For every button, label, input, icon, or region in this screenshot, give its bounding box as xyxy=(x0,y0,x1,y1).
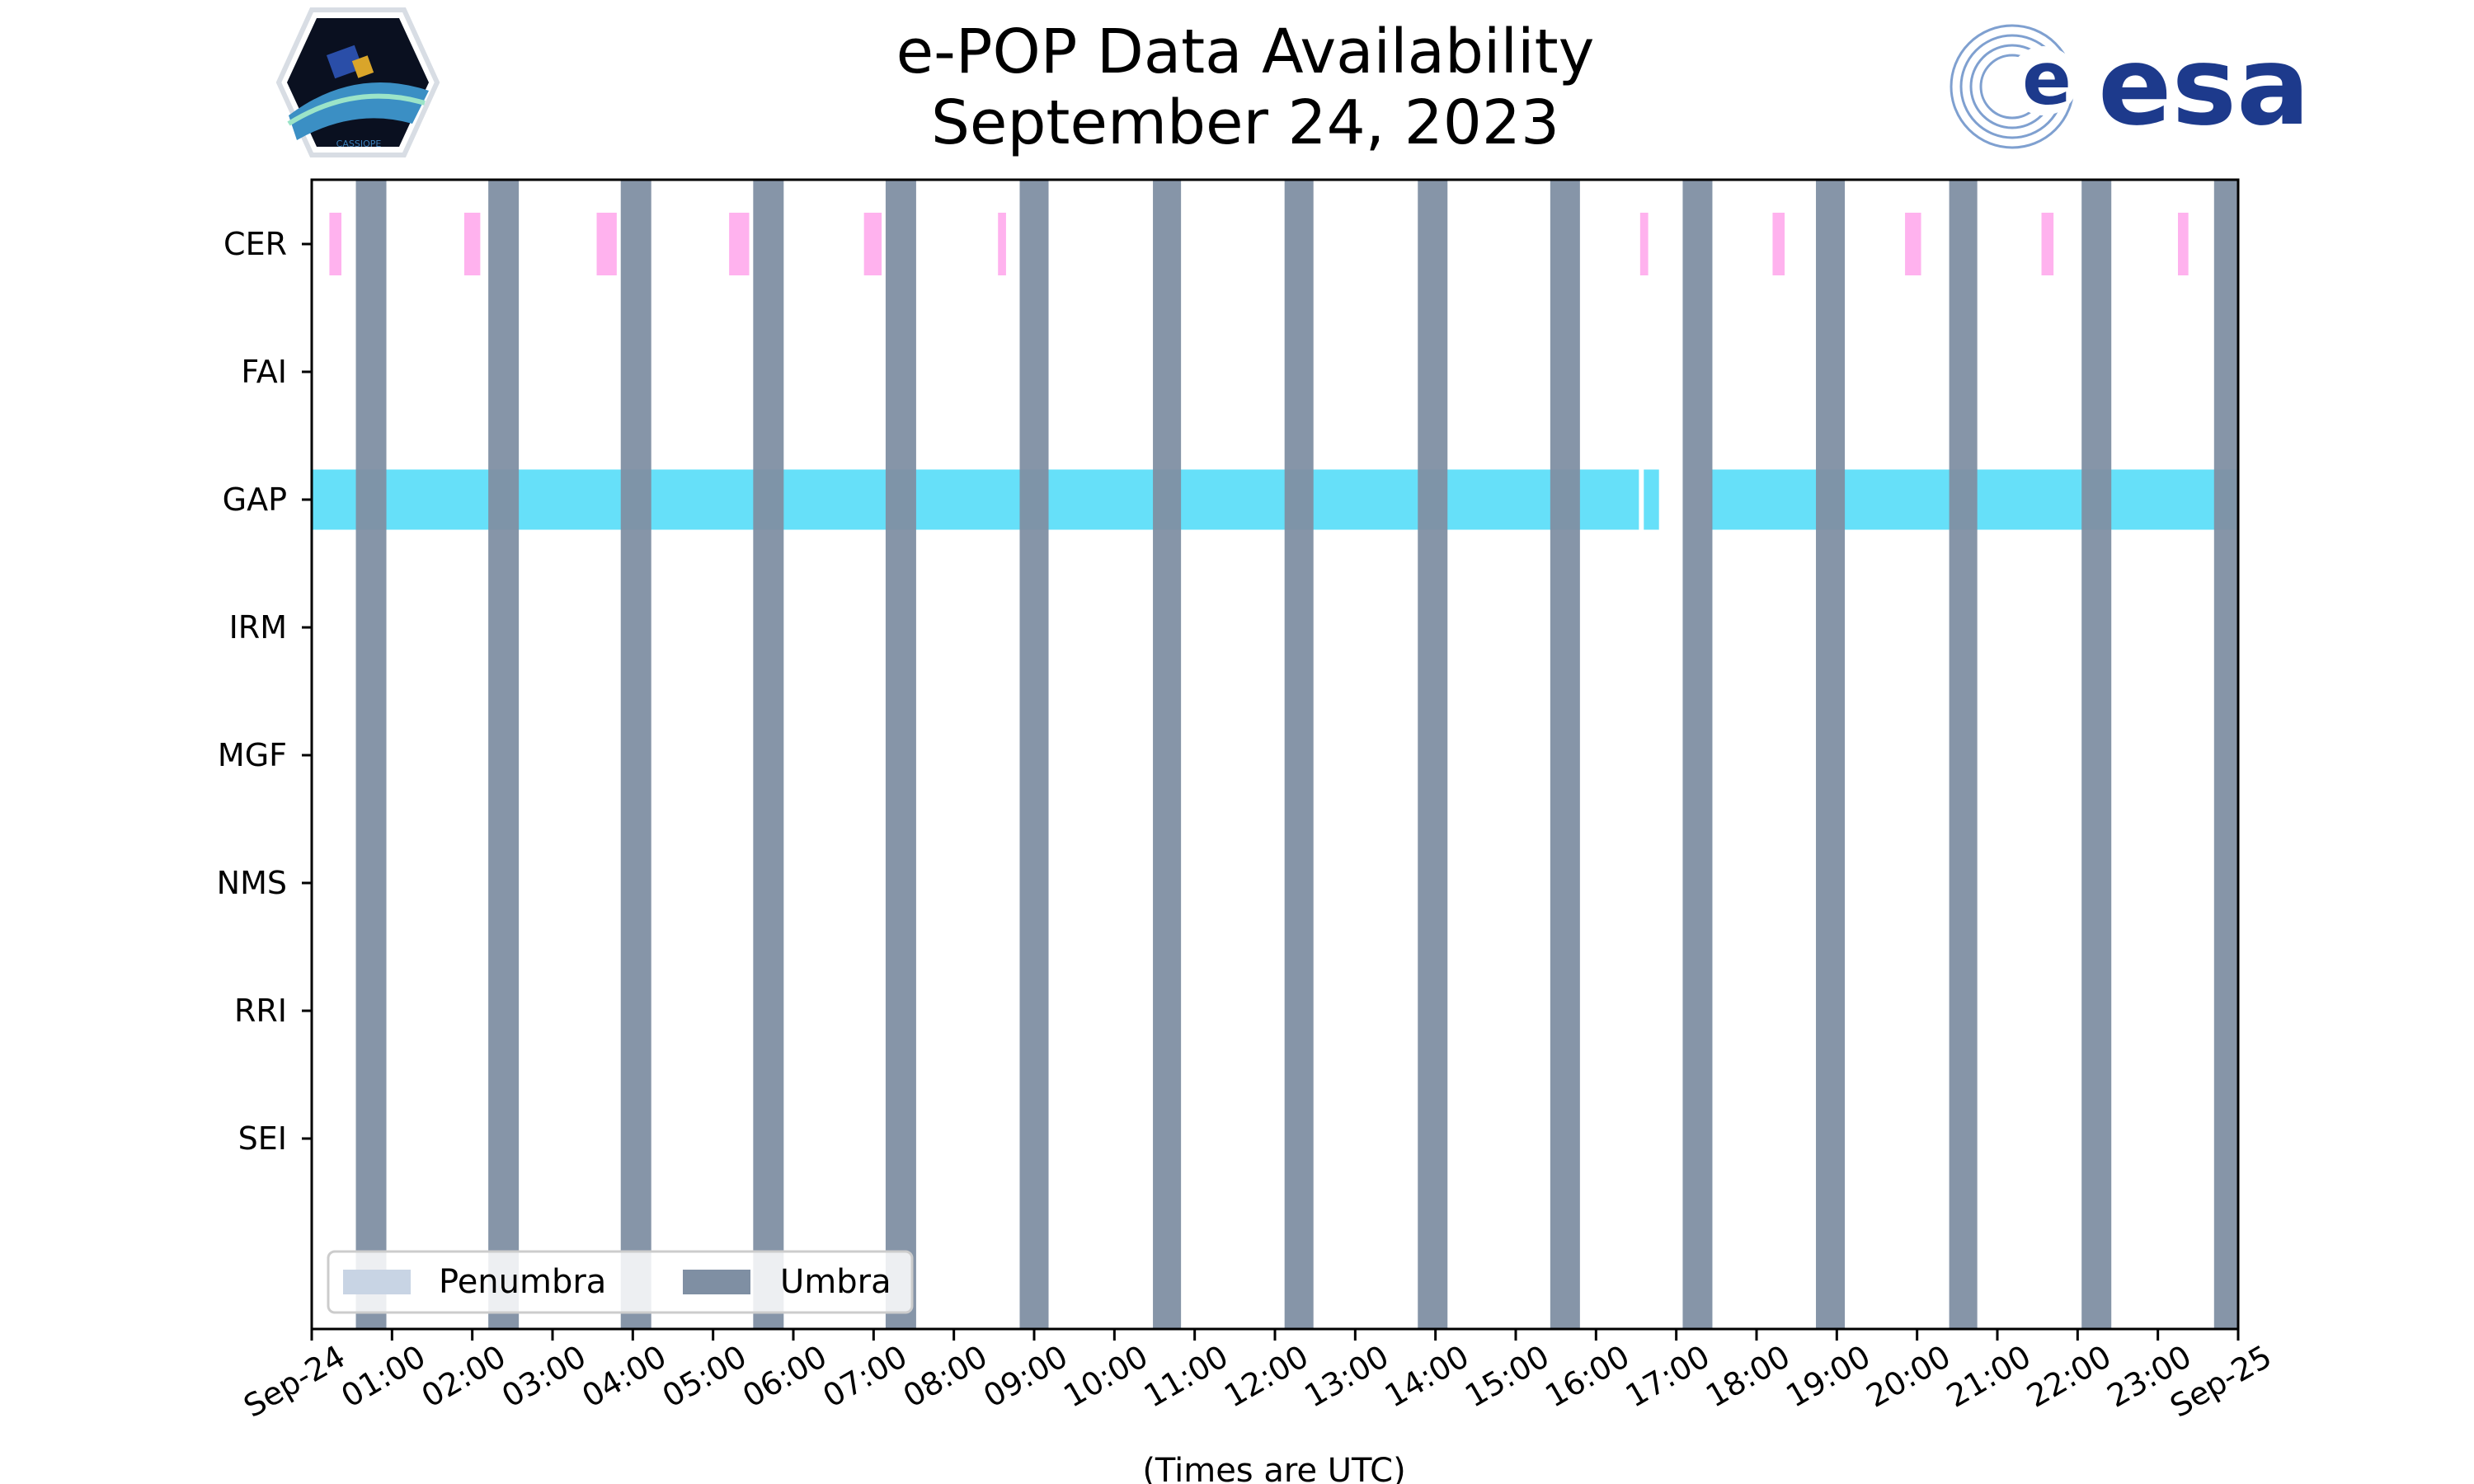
x-tick-label-15: 15:00 xyxy=(1459,1338,1555,1415)
chart-title-line1: e-POP Data Availability xyxy=(896,16,1595,87)
legend-label-umbra: Umbra xyxy=(780,1263,891,1301)
x-axis-label: (Times are UTC) xyxy=(1142,1452,1405,1484)
x-tick-label-21: 21:00 xyxy=(1940,1338,2037,1415)
umbra-band-4 xyxy=(753,180,784,1329)
y-tick-label-fai: FAI xyxy=(241,354,287,390)
x-tick-label-22: 22:00 xyxy=(2020,1338,2117,1415)
esa-logo: e esa xyxy=(1950,23,2310,150)
x-tick-label-14: 14:00 xyxy=(1379,1338,1475,1415)
x-tick-label-20: 20:00 xyxy=(1860,1338,1957,1415)
umbra-band-2 xyxy=(488,180,520,1329)
y-tick-label-cer: CER xyxy=(223,226,287,262)
y-tick-label-rri: RRI xyxy=(234,993,287,1029)
data-segment-cer-4 xyxy=(729,213,750,275)
chart-title-line2: September 24, 2023 xyxy=(931,87,1559,158)
esa-logo-text: esa xyxy=(2098,23,2310,150)
umbra-band-8 xyxy=(1284,180,1314,1329)
data-segment-cer-11 xyxy=(2178,213,2189,275)
x-tick-label-12: 12:00 xyxy=(1218,1338,1315,1415)
x-tick-label-6: 06:00 xyxy=(736,1338,833,1415)
data-segment-cer-8 xyxy=(1772,213,1785,275)
x-tick-label-2: 02:00 xyxy=(416,1338,512,1415)
umbra-band-1 xyxy=(355,180,387,1329)
data-segment-cer-1 xyxy=(329,213,342,275)
umbra-band-10 xyxy=(1550,180,1580,1329)
x-tick-label-18: 18:00 xyxy=(1700,1338,1796,1415)
data-segment-gap-2 xyxy=(1641,467,1662,533)
umbra-band-14 xyxy=(2081,180,2112,1329)
data-segment-cer-9 xyxy=(1905,213,1921,275)
data-segment-cer-5 xyxy=(863,213,882,275)
y-tick-label-sei: SEI xyxy=(238,1120,287,1157)
data-segment-cer-2 xyxy=(463,213,481,275)
data-segment-cer-3 xyxy=(596,213,617,275)
x-tick-label-5: 05:00 xyxy=(656,1338,753,1415)
legend-swatch-umbra xyxy=(683,1270,750,1294)
cassiope-logo: CASSIOPE xyxy=(275,7,440,157)
umbra-band-3 xyxy=(620,180,651,1329)
legend-swatch-penumbra xyxy=(343,1270,411,1294)
y-tick-label-nms: NMS xyxy=(217,865,287,901)
x-tick-label-1: 01:00 xyxy=(335,1338,431,1415)
data-segment-cer-7 xyxy=(1639,213,1649,275)
umbra-band-7 xyxy=(1153,180,1182,1329)
umbra-band-12 xyxy=(1816,180,1846,1329)
umbra-band-5 xyxy=(885,180,916,1329)
data-segment-cer-6 xyxy=(998,213,1006,275)
umbra-band-13 xyxy=(1949,180,1978,1329)
legend-label-penumbra: Penumbra xyxy=(439,1263,606,1301)
y-tick-label-irm: IRM xyxy=(229,609,287,646)
x-tick-label-13: 13:00 xyxy=(1298,1338,1395,1415)
x-tick-label-16: 16:00 xyxy=(1539,1338,1635,1415)
x-tick-label-8: 08:00 xyxy=(897,1338,994,1415)
x-tick-label-9: 09:00 xyxy=(977,1338,1074,1415)
x-tick-label-0: Sep-24 xyxy=(238,1338,351,1425)
umbra-band-9 xyxy=(1418,180,1448,1329)
data-segment-cer-10 xyxy=(2041,213,2054,275)
y-tick-label-mgf: MGF xyxy=(218,737,287,773)
svg-text:e: e xyxy=(2022,36,2072,121)
x-tick-label-3: 03:00 xyxy=(496,1338,592,1415)
x-tick-label-19: 19:00 xyxy=(1780,1338,1876,1415)
x-tick-label-11: 11:00 xyxy=(1138,1338,1235,1415)
umbra-band-11 xyxy=(1682,180,1713,1329)
x-tick-label-7: 07:00 xyxy=(816,1338,913,1415)
x-tick-label-4: 04:00 xyxy=(576,1338,672,1415)
cassiope-logo-text: CASSIOPE xyxy=(336,139,382,149)
y-tick-label-gap: GAP xyxy=(223,481,287,518)
umbra-band-15 xyxy=(2213,180,2238,1329)
x-tick-label-10: 10:00 xyxy=(1057,1338,1154,1415)
umbra-band-6 xyxy=(1019,180,1049,1329)
x-tick-label-17: 17:00 xyxy=(1620,1338,1716,1415)
legend-box xyxy=(327,1250,914,1314)
